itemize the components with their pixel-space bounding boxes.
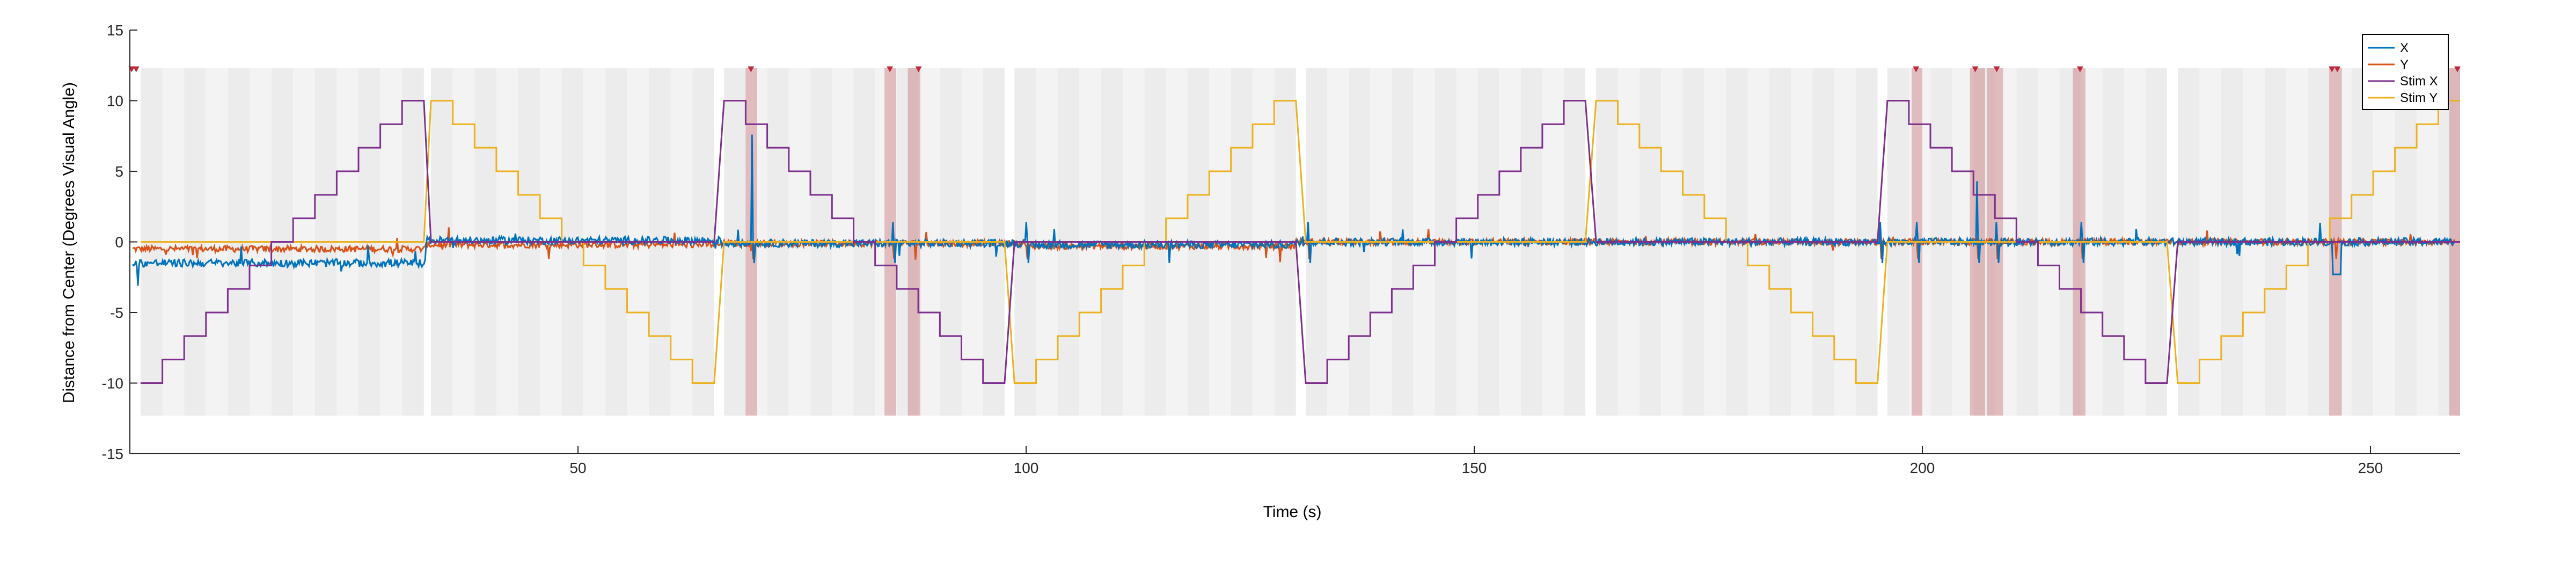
event-markers bbox=[128, 66, 2461, 72]
ticks: 50 100 150 200 250 -15 -10 -5 0 5 10 15 bbox=[102, 22, 2383, 476]
plot-area bbox=[128, 66, 2461, 416]
legend-label-x: X bbox=[2400, 41, 2409, 55]
y-tick-label: 15 bbox=[107, 22, 123, 39]
event-marker bbox=[133, 66, 140, 72]
y-tick-label: 0 bbox=[115, 234, 123, 251]
series-stim-y bbox=[141, 100, 2460, 384]
event-marker bbox=[1913, 66, 1920, 72]
x-tick-label: 100 bbox=[1014, 460, 1039, 476]
event-marker bbox=[2076, 66, 2083, 72]
event-marker bbox=[915, 66, 922, 72]
x-tick-label: 250 bbox=[2358, 460, 2383, 476]
event-marker bbox=[2454, 66, 2461, 72]
x-tick-label: 200 bbox=[1910, 460, 1935, 476]
stim-x-line bbox=[141, 100, 2460, 384]
legend-label-y: Y bbox=[2400, 57, 2409, 72]
event-marker bbox=[887, 66, 894, 72]
event-marker bbox=[748, 66, 755, 72]
y-tick-label: -10 bbox=[102, 375, 123, 392]
event-marker bbox=[2334, 66, 2341, 72]
stim-y-line bbox=[141, 100, 2460, 384]
x-tick-label: 150 bbox=[1462, 460, 1487, 476]
legend-label-stim-y: Stim Y bbox=[2400, 91, 2438, 105]
y-tick-label: 10 bbox=[107, 93, 123, 110]
event-marker bbox=[2329, 66, 2336, 72]
event-marker bbox=[1993, 66, 2000, 72]
y-tick-label: 5 bbox=[115, 163, 123, 180]
y-axis-label: Distance from Center (Degrees Visual Ang… bbox=[60, 82, 78, 403]
y-tick-label: -15 bbox=[102, 446, 123, 462]
x-tick-label: 50 bbox=[569, 460, 586, 476]
legend: X Y Stim X Stim Y bbox=[2362, 34, 2449, 110]
x-axis-label: Time (s) bbox=[1263, 503, 1322, 521]
legend-label-stim-x: Stim X bbox=[2400, 74, 2438, 89]
y-tick-label: -5 bbox=[110, 304, 123, 321]
event-marker bbox=[1972, 66, 1979, 72]
series-stim-x bbox=[141, 100, 2460, 384]
